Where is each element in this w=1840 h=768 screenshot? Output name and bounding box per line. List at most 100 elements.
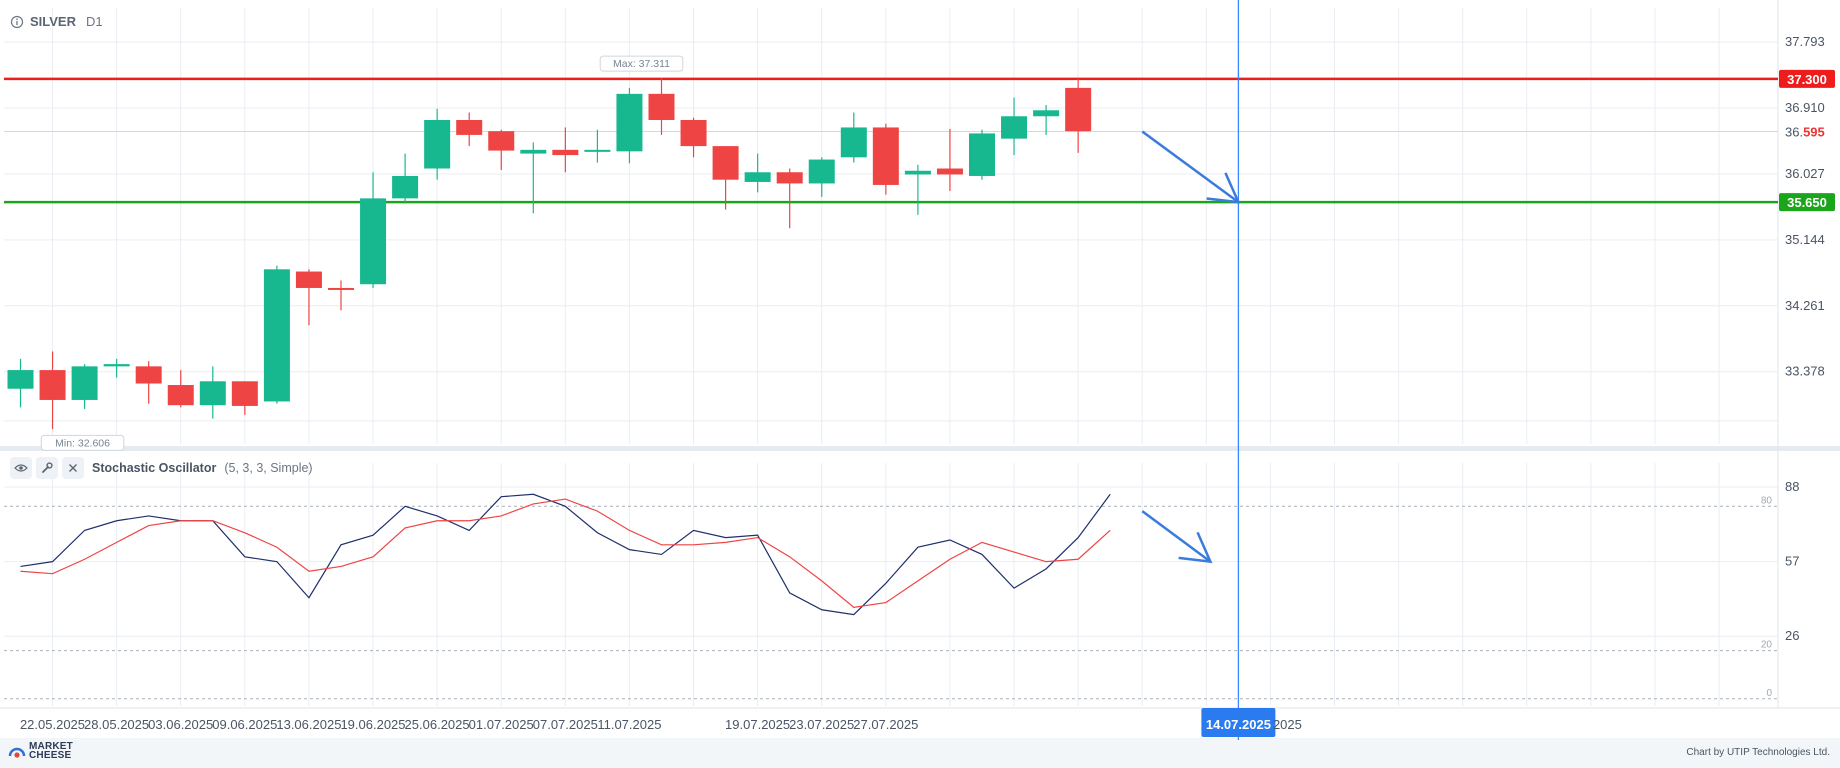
candle-body [71,366,98,400]
candle-body [1065,87,1092,132]
info-icon[interactable] [10,15,24,29]
candle-body [103,364,130,367]
candle-body [360,198,387,285]
candle[interactable] [648,78,675,135]
candle[interactable] [456,112,483,147]
stochastic-series [20,493,1111,616]
candle-body [648,93,675,120]
candle-body [231,381,258,406]
candle-body [584,149,611,152]
candle-body [328,287,354,290]
candle[interactable] [103,358,130,378]
candle[interactable] [360,172,387,288]
support-tag [1779,193,1835,212]
candle[interactable] [840,112,867,163]
candle[interactable] [520,142,547,214]
symbol-label: SILVER [30,14,76,29]
candle[interactable] [808,157,835,197]
timeframe-label[interactable]: D1 [86,14,103,29]
candle[interactable] [39,351,66,430]
candle[interactable] [1001,97,1028,156]
grid-lines [4,8,1778,706]
osc-level-label: 0 [1766,688,1772,699]
time-axis-highlight-box [1201,708,1276,737]
min-price-tag: Min: 32.606 [40,434,125,451]
oscillator-forecast-arrow-shaft [1141,510,1212,563]
time-axis-label: 13.06.2025 [276,717,341,732]
time-axis: 22.05.2025 28.05.2025 03.06.2025 09.06.2025… [20,708,1302,737]
candle-body [392,175,419,199]
candle[interactable] [392,153,419,203]
eye-icon[interactable] [10,457,32,479]
candle-body [424,119,451,169]
resistance-label: 37.300 [1787,72,1827,87]
candle[interactable] [616,87,643,164]
candle[interactable] [1065,78,1092,153]
candle-body [199,381,226,406]
candle[interactable] [1033,105,1060,135]
candle-body [1033,110,1060,117]
time-axis-label: 03.06.2025 [148,717,213,732]
candle-body [808,159,835,184]
chart-header: SILVER D1 [10,14,103,29]
candle[interactable] [552,127,579,173]
candle-body [840,127,867,158]
candle-body [936,168,963,175]
osc-level-label: 20 [1761,640,1773,651]
pane-separator [0,446,1840,451]
candle[interactable] [904,164,931,215]
candle[interactable] [71,364,98,409]
price-axis-label: 35.144 [1785,232,1825,247]
candle[interactable] [231,381,258,415]
candle[interactable] [488,129,515,171]
time-axis-label: 07.07.2025 [533,717,598,732]
candle[interactable] [199,366,226,419]
candle-body [872,127,899,185]
close-icon[interactable] [62,457,84,479]
candle-body [712,146,739,180]
candle[interactable] [936,128,963,191]
time-axis-label: 27.07.2025 [853,717,918,732]
oscillator-header: Stochastic Oscillator (5, 3, 3, Simple) [10,457,313,479]
oscillator-name: Stochastic Oscillator [92,461,217,475]
candle[interactable] [969,129,995,180]
candle-body [744,172,771,182]
price-axis: 37.793 36.910 36.027 35.144 34.261 33.378 88 57… [1785,34,1825,643]
support-label: 35.650 [1787,195,1827,210]
max-price-tag: Max: 37.311 [599,55,684,72]
min-price-tag-text: Min: 32.606 [55,437,110,449]
price-forecast-arrow[interactable] [1141,130,1241,204]
candle[interactable] [712,146,739,210]
candle[interactable] [135,361,162,404]
max-price-tag-text: Max: 37.311 [613,58,670,70]
candle[interactable] [680,117,707,158]
oscillator-forecast-arrow[interactable] [1141,510,1213,564]
candle-body [904,170,931,175]
candle-body [488,131,515,151]
time-axis-label: 09.06.2025 [212,717,277,732]
candle[interactable] [872,123,899,195]
candle[interactable] [263,265,290,404]
brand-logo: MARKET CHEESE [8,742,73,761]
candle[interactable] [167,370,194,408]
wrench-icon[interactable] [36,457,58,479]
max-price-tag-box [599,55,684,72]
price-axis-label: 36.027 [1785,166,1825,181]
resistance-tag [1779,69,1835,88]
osc-axis-label: 57 [1785,554,1799,569]
osc-level-label: 80 [1761,495,1773,506]
candle[interactable] [328,280,354,311]
candle[interactable] [7,358,34,408]
time-axis-label: 11.07.2025 [597,717,661,732]
candle-body [520,149,547,154]
price-axis-label: 34.261 [1785,298,1825,313]
candle[interactable] [295,269,322,326]
candle[interactable] [744,153,771,193]
candle[interactable] [584,129,611,163]
candle[interactable] [776,168,803,229]
stochastic-d-line[interactable] [20,498,1111,608]
osc-axis-label: 88 [1785,479,1799,494]
candle[interactable] [424,108,451,180]
